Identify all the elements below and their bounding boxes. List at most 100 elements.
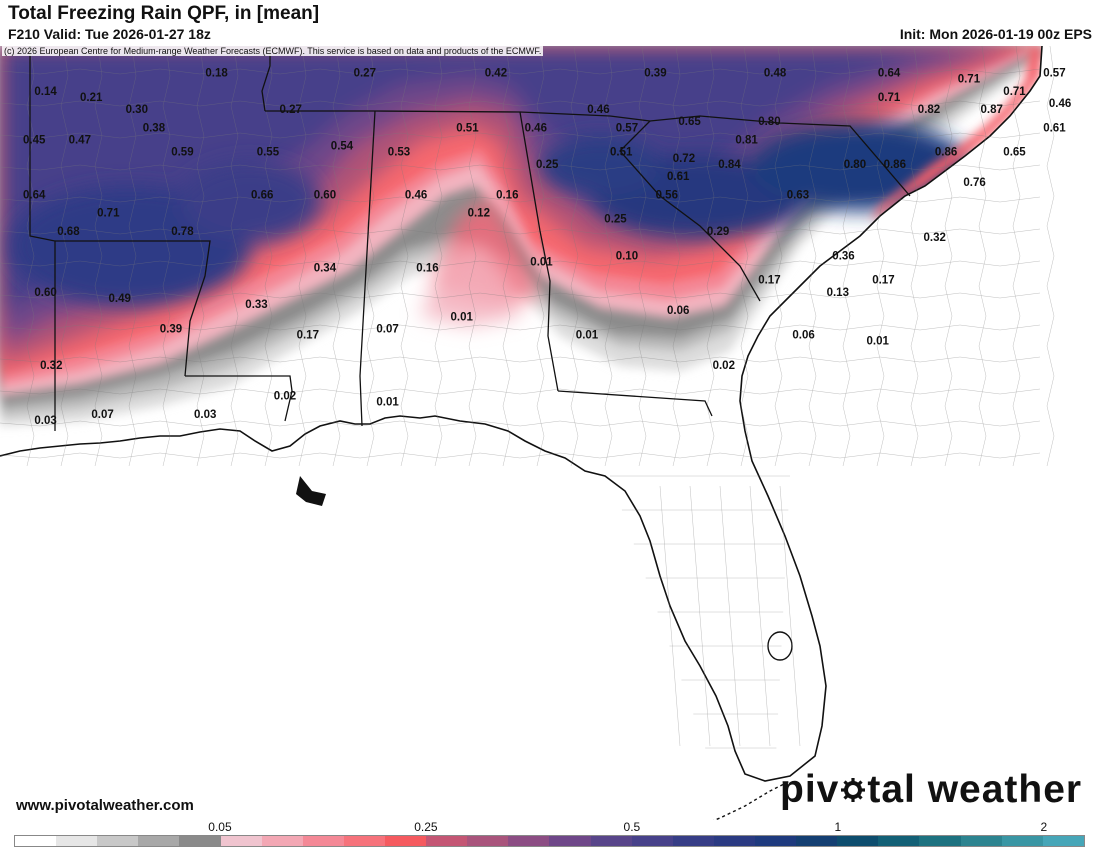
value-label: 0.01 [867,336,890,348]
value-label: 0.78 [171,226,194,238]
value-label: 0.60 [34,287,56,299]
county-line [60,46,69,467]
value-label: 0.18 [205,68,228,80]
value-label: 0.72 [673,153,695,165]
colorbar-segment [590,836,632,846]
value-label: 0.84 [718,159,741,171]
value-label: 0.16 [416,263,438,275]
value-label: 0.01 [451,311,474,323]
value-label: 0.71 [958,74,981,86]
value-label: 0.17 [758,275,780,287]
value-label: 0.59 [171,147,193,159]
county-line [230,46,239,467]
colorbar-segment [960,836,1002,846]
county-line [0,196,1041,203]
colorbar-tick-label: 2 [1040,820,1048,834]
colorbar-tick-label: 0.25 [414,820,438,834]
county-line [400,46,409,467]
value-label: 0.39 [644,68,666,80]
value-label: 0.03 [34,415,56,427]
logo-text-right: tal weather [867,768,1083,811]
florida-keys [713,780,791,820]
county-line [536,46,545,467]
county-line [0,452,1041,459]
value-label: 0.02 [713,360,735,372]
value-label: 0.34 [314,263,337,275]
value-label: 0.76 [963,177,985,189]
colorbar-segment [343,836,385,846]
county-line [749,485,771,747]
value-label: 0.57 [1043,68,1065,80]
value-label: 0.82 [918,104,940,116]
gear-icon [841,778,866,802]
county-line [779,485,801,747]
county-line [0,420,1041,427]
county-line [0,68,1041,75]
county-line [774,46,783,467]
value-label: 0.01 [576,330,599,342]
value-label: 0.32 [924,232,946,244]
header: Total Freezing Rain QPF, in [mean] F210 … [0,0,1100,46]
colorbar-legend: 0.05 0.25 0.5 1 2 [0,820,1100,850]
value-label: 0.54 [331,141,354,153]
county-line [468,46,477,467]
county-line [740,46,749,467]
value-label: 0.03 [194,409,216,421]
value-label: 0.80 [844,159,866,171]
value-label: 0.32 [40,360,62,372]
colorbar-segment [672,836,714,846]
value-label: 0.13 [827,287,849,299]
value-label: 0.25 [536,159,559,171]
colorbar-segment [15,836,57,846]
mississippi-delta [296,476,326,506]
value-labels: 0.14 0.21 0.18 0.27 0.42 0.39 0.48 0.64 0.71 0.57… [23,68,1071,427]
value-label: 0.71 [878,92,901,104]
value-label: 0.46 [1049,98,1071,110]
county-line [0,100,1041,107]
value-label: 0.07 [91,409,113,421]
site-url[interactable]: www.pivotalweather.com [16,797,194,814]
map-panel[interactable]: 0.14 0.21 0.18 0.27 0.42 0.39 0.48 0.64 0.71 0.57… [0,46,1100,820]
colorbar-segment [220,836,262,846]
value-label: 0.27 [354,68,376,80]
county-line [944,46,953,467]
colorbar-segment [1042,836,1084,846]
colorbar-segment [878,836,920,846]
colorbar-tick-label: 1 [834,820,842,834]
county-line [162,46,171,467]
value-label: 0.29 [707,226,729,238]
county-line [298,46,307,467]
value-label: 0.61 [667,171,690,183]
county-line [638,46,647,467]
colorbar-segment [713,836,755,846]
value-label: 0.12 [468,208,490,220]
value-label: 0.46 [587,104,609,116]
value-label: 0.53 [388,147,410,159]
value-label: 0.86 [884,159,906,171]
value-label: 0.07 [376,323,398,335]
value-label: 0.39 [160,323,182,335]
colorbar-segment [631,836,673,846]
county-line [434,46,443,467]
value-label: 0.14 [34,86,57,98]
county-line [1046,46,1055,467]
map-title: Total Freezing Rain QPF, in [mean] [8,3,320,24]
value-label: 0.65 [678,116,701,128]
state-borders [29,46,911,431]
value-label: 0.46 [405,189,427,201]
map-canvas[interactable]: 0.14 0.21 0.18 0.27 0.42 0.39 0.48 0.64 0.71 0.57… [0,46,1100,820]
county-line [1012,46,1021,467]
county-line [0,292,1041,299]
value-label: 0.17 [872,275,894,287]
value-label: 0.57 [616,122,638,134]
county-line [0,260,1041,267]
county-line [719,485,741,747]
value-label: 0.38 [143,122,166,134]
colorbar-segment [384,836,427,846]
colorbar-segment [261,836,303,846]
coastline [0,46,1043,782]
value-label: 0.71 [97,208,120,220]
value-label: 0.16 [496,189,518,201]
colorbar-segment [56,836,98,846]
county-line [910,46,919,467]
